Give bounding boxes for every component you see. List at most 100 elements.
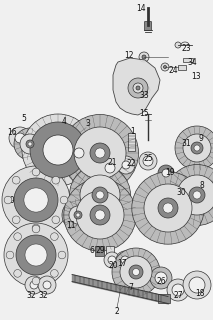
Circle shape xyxy=(100,158,120,178)
Text: 5: 5 xyxy=(22,114,26,123)
Text: 4: 4 xyxy=(62,116,66,125)
Text: 10: 10 xyxy=(5,196,15,204)
Text: 15: 15 xyxy=(139,108,149,117)
Circle shape xyxy=(74,127,126,179)
Circle shape xyxy=(142,86,150,94)
Circle shape xyxy=(189,277,205,293)
Circle shape xyxy=(76,213,80,217)
Circle shape xyxy=(132,268,140,276)
Circle shape xyxy=(32,277,40,285)
Circle shape xyxy=(139,152,157,170)
Circle shape xyxy=(92,187,108,203)
Circle shape xyxy=(15,133,25,143)
Text: 20: 20 xyxy=(108,260,118,269)
Circle shape xyxy=(177,175,213,215)
Circle shape xyxy=(121,256,129,264)
Circle shape xyxy=(28,142,32,146)
Circle shape xyxy=(122,161,130,169)
Circle shape xyxy=(43,135,73,165)
Text: 6: 6 xyxy=(89,245,94,254)
Circle shape xyxy=(50,233,58,240)
Circle shape xyxy=(25,244,47,266)
Circle shape xyxy=(4,196,12,204)
Circle shape xyxy=(14,233,22,240)
Circle shape xyxy=(80,175,120,215)
Text: 21: 21 xyxy=(107,157,117,166)
Text: 27: 27 xyxy=(173,291,183,300)
Circle shape xyxy=(172,284,184,296)
Circle shape xyxy=(16,235,56,275)
Circle shape xyxy=(74,211,82,219)
Text: 23: 23 xyxy=(181,44,191,52)
Circle shape xyxy=(163,203,173,213)
Circle shape xyxy=(95,210,105,220)
Circle shape xyxy=(105,163,115,173)
Circle shape xyxy=(161,63,169,71)
Bar xyxy=(178,65,186,70)
Text: 9: 9 xyxy=(199,133,203,142)
Circle shape xyxy=(22,114,94,186)
Bar xyxy=(106,246,114,256)
Text: 3: 3 xyxy=(86,118,91,127)
Circle shape xyxy=(24,188,48,212)
Circle shape xyxy=(142,55,146,59)
Circle shape xyxy=(69,143,89,163)
Circle shape xyxy=(52,176,60,184)
Text: 24: 24 xyxy=(168,66,178,75)
Polygon shape xyxy=(113,58,160,115)
Text: 33: 33 xyxy=(139,91,149,100)
Circle shape xyxy=(6,251,14,259)
Circle shape xyxy=(144,184,192,232)
Circle shape xyxy=(128,78,148,98)
Circle shape xyxy=(76,191,124,239)
Text: 25: 25 xyxy=(143,154,153,163)
Text: 28: 28 xyxy=(97,143,107,153)
Circle shape xyxy=(30,281,38,289)
Text: 7: 7 xyxy=(129,284,133,292)
Text: 11: 11 xyxy=(66,220,76,229)
Circle shape xyxy=(120,256,152,288)
Circle shape xyxy=(116,251,134,269)
Circle shape xyxy=(117,156,135,174)
Circle shape xyxy=(58,251,66,259)
Circle shape xyxy=(189,187,205,203)
Circle shape xyxy=(14,128,46,160)
Bar xyxy=(182,140,190,148)
Circle shape xyxy=(139,52,149,62)
Text: 13: 13 xyxy=(191,71,201,81)
Circle shape xyxy=(64,179,136,251)
Circle shape xyxy=(96,191,104,199)
Circle shape xyxy=(14,178,58,222)
Text: 31: 31 xyxy=(181,139,191,148)
Circle shape xyxy=(20,134,40,154)
Circle shape xyxy=(62,199,94,231)
Bar xyxy=(183,58,193,62)
Circle shape xyxy=(62,115,138,191)
Text: 14: 14 xyxy=(136,4,146,12)
Circle shape xyxy=(30,122,86,178)
Circle shape xyxy=(112,248,160,296)
Text: 30: 30 xyxy=(176,188,186,196)
Circle shape xyxy=(90,205,110,225)
Circle shape xyxy=(9,127,31,149)
Circle shape xyxy=(32,168,40,176)
Circle shape xyxy=(90,143,110,163)
Circle shape xyxy=(144,88,148,92)
Circle shape xyxy=(69,206,87,224)
Text: 8: 8 xyxy=(200,180,204,189)
Text: 2: 2 xyxy=(115,307,119,316)
Circle shape xyxy=(50,269,58,277)
Circle shape xyxy=(43,281,51,289)
Text: 26: 26 xyxy=(156,277,166,286)
Circle shape xyxy=(193,191,201,199)
Text: 18: 18 xyxy=(195,289,205,298)
Circle shape xyxy=(26,140,34,148)
Circle shape xyxy=(183,134,211,162)
Circle shape xyxy=(136,86,140,90)
Circle shape xyxy=(175,126,213,170)
Circle shape xyxy=(132,172,204,244)
Circle shape xyxy=(175,42,181,48)
Circle shape xyxy=(191,142,203,154)
Circle shape xyxy=(12,216,20,224)
Circle shape xyxy=(108,256,116,264)
